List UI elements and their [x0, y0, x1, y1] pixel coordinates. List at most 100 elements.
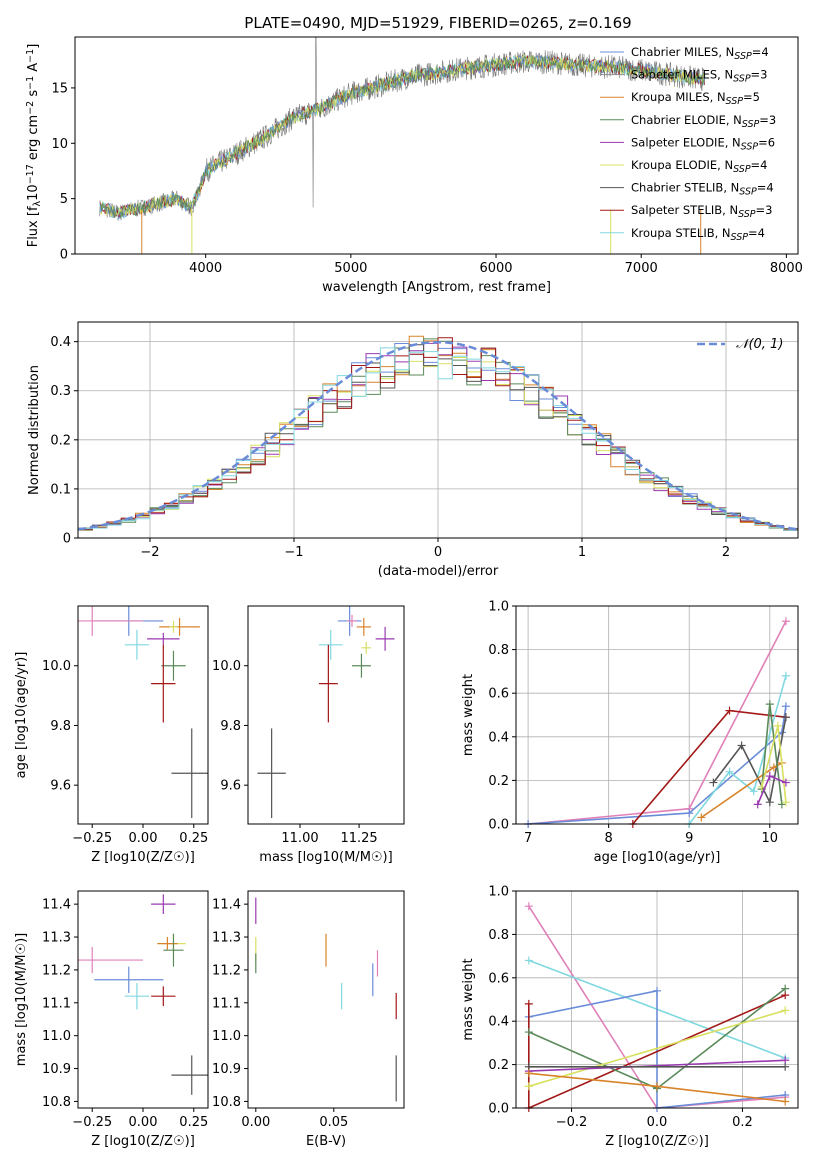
axes-frame — [77, 321, 799, 539]
y-axis-label: mass [log10(M/M☉)] — [14, 933, 29, 1066]
legend-entry: Chabrier STELIB, NSSP=4 — [631, 181, 774, 198]
legend-entry: Kroupa ELODIE, NSSP=4 — [631, 158, 768, 175]
weight-marker — [524, 902, 533, 911]
x-tick-label: −0.25 — [72, 831, 112, 846]
x-tick-label: −2 — [140, 545, 159, 560]
axes-frame — [247, 605, 405, 825]
y-tick-label: 11.1 — [212, 996, 241, 1011]
weight-marker — [781, 1097, 790, 1106]
weight-marker — [653, 986, 661, 995]
weight-marker — [653, 1082, 661, 1091]
y-tick-label: 0.1 — [50, 482, 71, 497]
x-axis-label: Z [log10(Z/Z☉)] — [91, 850, 195, 865]
weight-series-line — [632, 709, 786, 824]
age-vs-Z-panel: −0.25 0.00 0.25 9.6 9.8 10.0 Z [log10(Z/Z☉)] ag… — [14, 605, 209, 865]
weight-marker — [781, 713, 790, 722]
x-tick-label: 8 — [605, 831, 613, 846]
y-tick-label: 15 — [51, 81, 68, 96]
x-tick-label: 9 — [685, 831, 693, 846]
y-tick-label: 9.6 — [50, 779, 71, 794]
y-tick-label: 0.0 — [488, 818, 509, 833]
model-spectrum — [99, 55, 705, 219]
weight-series-line — [528, 905, 786, 1108]
y-tick-label: 11.0 — [212, 1029, 241, 1044]
x-tick-label: 0.05 — [319, 1115, 348, 1130]
x-tick-label: 0.00 — [129, 831, 158, 846]
weight-marker — [765, 700, 774, 709]
legend-entry: Salpeter STELIB, NSSP=3 — [631, 203, 772, 220]
weight-series-line — [528, 989, 786, 1108]
y-axis-label: age [log10(age/yr)] — [14, 652, 29, 779]
axes-frame — [247, 890, 405, 1109]
y-tick-label: 5 — [60, 192, 68, 207]
age-vs-mass-panel: 11.00 11.25 9.6 9.8 10.0 mass [log10(M/M☉)] — [212, 605, 405, 865]
y-axis-label: mass weight — [461, 958, 476, 1040]
weight-marker — [781, 1006, 790, 1015]
x-axis-label: E(B-V) — [306, 1134, 346, 1149]
x-axis-label: wavelength [Angstrom, rest frame] — [322, 280, 551, 295]
y-tick-label: 10 — [51, 137, 68, 152]
weight-marker — [753, 800, 762, 809]
weight-marker — [737, 741, 746, 750]
y-tick-label: 0 — [63, 532, 71, 547]
y-tick-label: 1.0 — [488, 600, 509, 615]
axes-frame — [515, 890, 799, 1109]
weight-marker — [524, 1069, 533, 1078]
x-tick-label: 11.25 — [340, 831, 377, 846]
weight-marker — [524, 1028, 533, 1037]
x-tick-label: 10 — [762, 831, 779, 846]
y-tick-label: 10.8 — [212, 1095, 241, 1110]
weight-marker — [725, 767, 734, 776]
y-tick-label: 11.2 — [42, 963, 71, 978]
y-tick-label: 11.1 — [42, 996, 71, 1011]
mass-vs-ebv-panel: 0.00 0.05 10.8 10.9 11.0 11.1 11.2 11.3 11.4 E(B-… — [212, 890, 405, 1149]
x-axis-label: (data-model)/error — [378, 564, 499, 579]
x-tick-label: 0.25 — [179, 1115, 208, 1130]
x-tick-label: 0.25 — [179, 831, 208, 846]
x-axis-label: mass [log10(M/M☉)] — [259, 850, 392, 865]
y-tick-label: 0.4 — [488, 1015, 509, 1030]
weight-marker — [765, 798, 774, 807]
y-tick-label: 11.0 — [42, 1029, 71, 1044]
y-tick-label: 0.3 — [50, 384, 71, 399]
y-tick-label: 0.0 — [488, 1102, 509, 1117]
y-tick-label: 1.0 — [488, 885, 509, 900]
residuals-panel: −2 −1 0 1 2 0 0.1 0.2 0.3 0.4 (data-model)/error No… — [27, 321, 799, 579]
y-tick-label: 0 — [60, 248, 68, 263]
weight-vs-Z-panel: −0.2 0.0 0.2 0.0 0.2 0.4 0.6 0.8 1.0 Z [log10(Z/Z… — [461, 885, 799, 1149]
legend-entry: 𝒩(0, 1) — [736, 337, 783, 352]
legend-entry: Chabrier MILES, NSSP=4 — [631, 45, 769, 62]
y-axis-label: Normed distribution — [27, 365, 42, 495]
y-axis-label: Flux [fλ10−17 erg cm−2 s−1 A−1] — [25, 44, 43, 248]
x-tick-label: 0.00 — [241, 1115, 270, 1130]
y-tick-label: 0.4 — [488, 730, 509, 745]
axes-frame — [74, 36, 799, 255]
spectrum-panel: 4000 5000 6000 7000 8000 0 5 10 15 wavelength [An… — [25, 36, 803, 295]
weight-marker — [524, 1082, 533, 1091]
y-tick-label: 11.2 — [212, 963, 241, 978]
weight-series-line — [528, 620, 787, 824]
y-tick-label: 0.8 — [488, 643, 509, 658]
x-axis-label: Z [log10(Z/Z☉)] — [91, 1134, 195, 1149]
x-tick-label: 6000 — [479, 261, 512, 276]
weight-marker — [524, 999, 533, 1008]
weight-series-line — [528, 994, 786, 1108]
weight-marker — [765, 772, 774, 781]
weight-series-line — [528, 706, 787, 824]
x-tick-label: 0 — [434, 545, 442, 560]
x-tick-label: 5000 — [334, 261, 367, 276]
legend-entry: Kroupa STELIB, NSSP=4 — [631, 226, 765, 243]
y-tick-label: 0.2 — [488, 1058, 509, 1073]
y-tick-label: 0.2 — [50, 433, 71, 448]
x-tick-label: −1 — [284, 545, 303, 560]
x-tick-label: 4000 — [189, 261, 222, 276]
weight-series-line — [688, 675, 787, 824]
x-tick-label: 7 — [524, 831, 532, 846]
y-tick-label: 10.9 — [42, 1062, 71, 1077]
y-tick-label: 11.4 — [212, 898, 241, 913]
y-tick-label: 10.9 — [212, 1062, 241, 1077]
weight-series-line — [528, 1009, 786, 1088]
y-tick-label: 0.6 — [488, 971, 509, 986]
axes-frame — [77, 890, 209, 1109]
